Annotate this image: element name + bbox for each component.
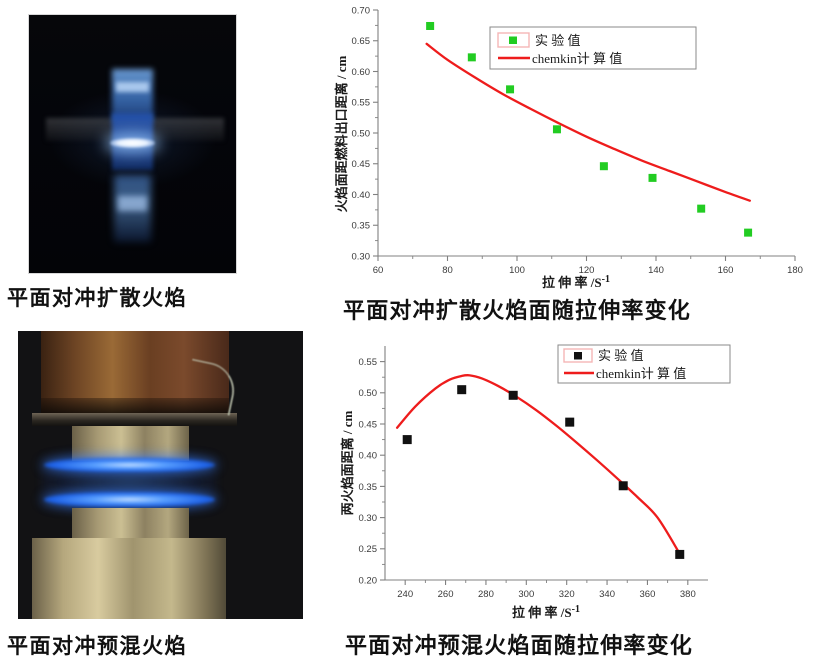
plot-area: 0.200.250.300.350.400.450.500.55 240 260 2… bbox=[359, 346, 708, 600]
x-tick-label: 280 bbox=[478, 589, 494, 600]
x-axis-label: 拉 伸 率 /S-1 bbox=[512, 604, 580, 620]
y-axis-ticks: 0.20 0.25 0.30 0.35 0.40 0.45 0.50 0.55 bbox=[359, 357, 385, 586]
photo-flame-sheet bbox=[109, 137, 156, 149]
x-tick-label: 80 bbox=[442, 265, 453, 276]
chart-diffusion-flame-vs-strain-rate: 0.30 0.35 0.40 0.45 0.50 0.55 0.60 0.65 0.70 60 8… bbox=[330, 2, 816, 292]
experiment-data-points bbox=[426, 21, 753, 237]
y-axis-label-text: 两火焰面距离 / cm bbox=[340, 410, 355, 515]
x-tick-label: 300 bbox=[518, 589, 534, 600]
chart-premixed-flame-vs-strain-rate: 0.20 0.25 0.30 0.35 0.40 0.45 0.50 0.55 240 260 2… bbox=[330, 336, 816, 624]
data-point-marker bbox=[467, 53, 476, 62]
caption-photo-diffusion: 平面对冲扩散火焰 bbox=[7, 286, 187, 310]
y-tick-label: 0.60 bbox=[352, 67, 371, 78]
legend-marker-experiment bbox=[574, 352, 582, 360]
x-axis-ticks: 60 80 100 120 140 160 180 bbox=[373, 256, 803, 276]
y-tick-label: 0.55 bbox=[359, 357, 378, 368]
photo-upper-flame-sheet bbox=[43, 457, 215, 473]
y-axis-label-text: 火焰面距燃料出口距离 / cm bbox=[334, 55, 349, 212]
caption-chart-diffusion: 平面对冲扩散火焰面随拉伸率变化 bbox=[343, 298, 692, 323]
x-axis-label-text: 拉 伸 率 /S-1 bbox=[542, 274, 610, 290]
caption-photo-premixed: 平面对冲预混火焰 bbox=[7, 634, 187, 658]
y-tick-label: 0.35 bbox=[352, 221, 371, 232]
y-tick-label: 0.20 bbox=[359, 575, 378, 586]
data-point-marker bbox=[508, 390, 518, 400]
data-point-marker bbox=[565, 417, 575, 427]
data-point-marker bbox=[402, 435, 412, 445]
photo-upper-nozzle bbox=[72, 426, 189, 461]
data-point-marker bbox=[648, 173, 657, 182]
y-axis-ticks: 0.30 0.35 0.40 0.45 0.50 0.55 0.60 0.65 0.70 bbox=[352, 5, 378, 262]
x-axis-label: 拉 伸 率 /S-1 bbox=[542, 274, 610, 290]
y-tick-label: 0.45 bbox=[359, 419, 378, 430]
photo-counterflow-diffusion-flame bbox=[28, 14, 237, 274]
caption-chart-premixed: 平面对冲预混火焰面随拉伸率变化 bbox=[345, 633, 694, 658]
photo-counterflow-premixed-flame bbox=[18, 331, 303, 619]
photo-upper-burner-tube bbox=[40, 331, 229, 418]
y-axis-label: 火焰面距燃料出口距离 / cm bbox=[334, 55, 349, 212]
x-axis-ticks: 240 260 280 300 320 340 360 380 bbox=[397, 580, 696, 600]
y-tick-label: 0.65 bbox=[352, 36, 371, 47]
x-tick-label: 100 bbox=[509, 265, 525, 276]
chart-svg: 0.30 0.35 0.40 0.45 0.50 0.55 0.60 0.65 0.70 60 8… bbox=[334, 5, 803, 290]
x-tick-label: 340 bbox=[599, 589, 615, 600]
legend-marker-experiment bbox=[509, 36, 517, 44]
data-point-marker bbox=[697, 204, 706, 213]
photo-lower-burner-tube bbox=[32, 538, 227, 619]
data-point-marker bbox=[599, 162, 608, 171]
chemkin-fit-line bbox=[395, 373, 681, 555]
x-tick-label: 380 bbox=[680, 589, 696, 600]
chemkin-fit-line bbox=[425, 42, 751, 202]
y-tick-label: 0.40 bbox=[352, 190, 371, 201]
x-tick-label: 360 bbox=[640, 589, 656, 600]
y-tick-label: 0.40 bbox=[359, 451, 378, 462]
photo-lower-nozzle bbox=[72, 508, 189, 543]
y-tick-label: 0.25 bbox=[359, 544, 378, 555]
photo-upper-flame-core bbox=[115, 82, 150, 93]
legend-label-experiment: 实 验 值 bbox=[598, 348, 644, 363]
experiment-data-points bbox=[402, 385, 685, 559]
data-point-marker bbox=[618, 481, 628, 491]
x-axis-label-text: 拉 伸 率 /S-1 bbox=[512, 604, 580, 620]
legend-label-experiment: 实 验 值 bbox=[535, 33, 581, 48]
x-tick-label: 160 bbox=[718, 265, 734, 276]
y-tick-label: 0.70 bbox=[352, 5, 371, 16]
y-tick-label: 0.55 bbox=[352, 98, 371, 109]
plot-area: 0.30 0.35 0.40 0.45 0.50 0.55 0.60 0.65 0.70 60 8… bbox=[352, 5, 803, 276]
x-tick-label: 60 bbox=[373, 265, 384, 276]
x-tick-label: 180 bbox=[787, 265, 803, 276]
legend-label-chemkin: chemkin计 算 值 bbox=[596, 366, 686, 381]
photo-lower-flame-sheet bbox=[43, 492, 215, 507]
y-tick-label: 0.50 bbox=[352, 128, 371, 139]
x-tick-label: 320 bbox=[559, 589, 575, 600]
data-point-marker bbox=[426, 21, 435, 30]
x-tick-label: 140 bbox=[648, 265, 664, 276]
data-point-marker bbox=[506, 85, 515, 94]
y-tick-label: 0.30 bbox=[352, 251, 371, 262]
x-tick-label: 120 bbox=[579, 265, 595, 276]
y-tick-label: 0.35 bbox=[359, 482, 378, 493]
photo-lower-flame-core bbox=[118, 195, 147, 212]
data-point-marker bbox=[552, 125, 561, 134]
x-tick-label: 260 bbox=[438, 589, 454, 600]
legend-label-chemkin: chemkin计 算 值 bbox=[532, 51, 622, 66]
data-point-marker bbox=[675, 549, 685, 559]
y-tick-label: 0.50 bbox=[359, 388, 378, 399]
y-tick-label: 0.45 bbox=[352, 159, 371, 170]
y-tick-label: 0.30 bbox=[359, 513, 378, 524]
chart-svg: 0.200.250.300.350.400.450.500.55 240 260 2… bbox=[340, 344, 731, 620]
photo-upper-burner-rim bbox=[32, 413, 238, 427]
y-axis-label: 两火焰面距离 / cm bbox=[340, 410, 355, 515]
legend: 实 验 值 chemkin计 算 值 bbox=[557, 344, 731, 384]
x-tick-label: 240 bbox=[397, 589, 413, 600]
data-point-marker bbox=[457, 385, 467, 395]
legend: 实 验 值 chemkin计 算 值 bbox=[489, 26, 697, 70]
data-point-marker bbox=[744, 228, 753, 237]
